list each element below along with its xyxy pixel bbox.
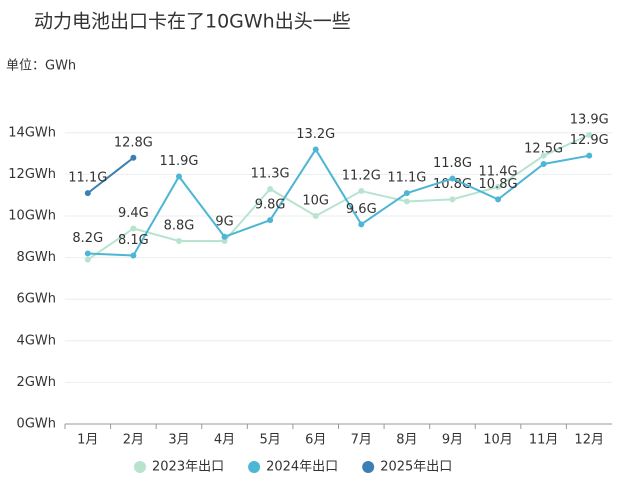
data-label: 11.8G [433, 156, 472, 171]
data-label: 9.6G [346, 202, 377, 217]
y-tick-label: 0GWh [17, 417, 56, 432]
data-label: 9.8G [255, 198, 286, 213]
y-tick-label: 8GWh [17, 250, 56, 265]
data-point [175, 173, 182, 180]
data-label: 8.8G [164, 218, 195, 233]
x-tick-label: 8月 [396, 433, 417, 448]
data-point [130, 154, 137, 161]
data-point [540, 161, 547, 167]
data-point [175, 237, 182, 244]
data-point [267, 217, 274, 224]
data-point [267, 185, 274, 192]
data-label: 11.3G [251, 166, 290, 181]
data-label: 11.2G [342, 169, 381, 184]
x-tick-label: 1月 [77, 433, 98, 448]
y-tick-label: 14GWh [8, 125, 56, 140]
y-tick-label: 6GWh [17, 292, 56, 307]
data-point [221, 233, 228, 240]
data-label: 12.8G [114, 135, 153, 150]
data-point [130, 252, 137, 259]
legend-swatch [362, 461, 375, 473]
x-tick-label: 11月 [529, 433, 559, 448]
legend-label: 2025年出口 [380, 460, 452, 475]
y-tick-label: 4GWh [17, 333, 56, 348]
y-tick-label: 12GWh [8, 167, 56, 182]
data-label: 11.1G [387, 171, 426, 186]
data-point [586, 152, 593, 159]
data-point [84, 190, 91, 197]
data-label: 10G [302, 194, 329, 209]
data-point [312, 213, 319, 219]
unit-label: 单位：GWh [6, 59, 76, 74]
data-label: 13.2G [296, 127, 335, 142]
data-label: 11.4G [479, 164, 518, 179]
data-label: 11.1G [68, 171, 107, 186]
x-tick-label: 3月 [168, 433, 189, 448]
x-tick-label: 5月 [259, 433, 280, 448]
legend-label: 2023年出口 [152, 460, 224, 475]
x-tick-label: 10月 [483, 433, 513, 448]
data-label: 10.8G [479, 177, 518, 192]
data-point [495, 196, 502, 203]
x-tick-label: 12月 [574, 433, 604, 448]
data-point [495, 183, 502, 190]
y-tick-label: 10GWh [8, 209, 56, 224]
legend-swatch [134, 461, 146, 473]
data-point [449, 196, 456, 203]
data-label: 13.9G [570, 112, 609, 127]
data-label: 9G [215, 214, 233, 229]
series-line [87, 133, 590, 261]
data-point [403, 198, 410, 205]
data-point [84, 256, 91, 263]
x-tick-label: 7月 [351, 433, 372, 448]
series-line [87, 147, 590, 257]
data-point [403, 190, 410, 197]
data-label: 8.2G [72, 231, 103, 246]
data-label: 8.1G [118, 233, 149, 248]
data-point [221, 237, 228, 244]
data-label: 10.8G [433, 177, 472, 192]
data-point [312, 146, 319, 153]
data-point [130, 225, 137, 232]
y-tick-label: 2GWh [17, 375, 56, 390]
legend-swatch [248, 461, 261, 473]
x-tick-label: 4月 [214, 433, 235, 448]
series-line [87, 156, 134, 194]
data-label: 11.9G [159, 154, 198, 169]
data-point [358, 221, 365, 228]
x-tick-label: 9月 [442, 433, 463, 448]
data-point [540, 152, 547, 159]
data-point [449, 175, 456, 182]
data-label: 12.5G [524, 142, 563, 157]
data-point [358, 188, 365, 195]
data-point [586, 131, 593, 138]
data-label: 12.9G [570, 133, 609, 148]
x-tick-label: 2月 [123, 433, 144, 448]
data-label: 9.4G [118, 206, 149, 221]
data-point [84, 250, 91, 257]
x-tick-label: 6月 [305, 433, 326, 448]
legend-label: 2024年出口 [266, 460, 338, 475]
chart-title: 动力电池出口卡在了10GWh出头一些 [34, 11, 351, 33]
